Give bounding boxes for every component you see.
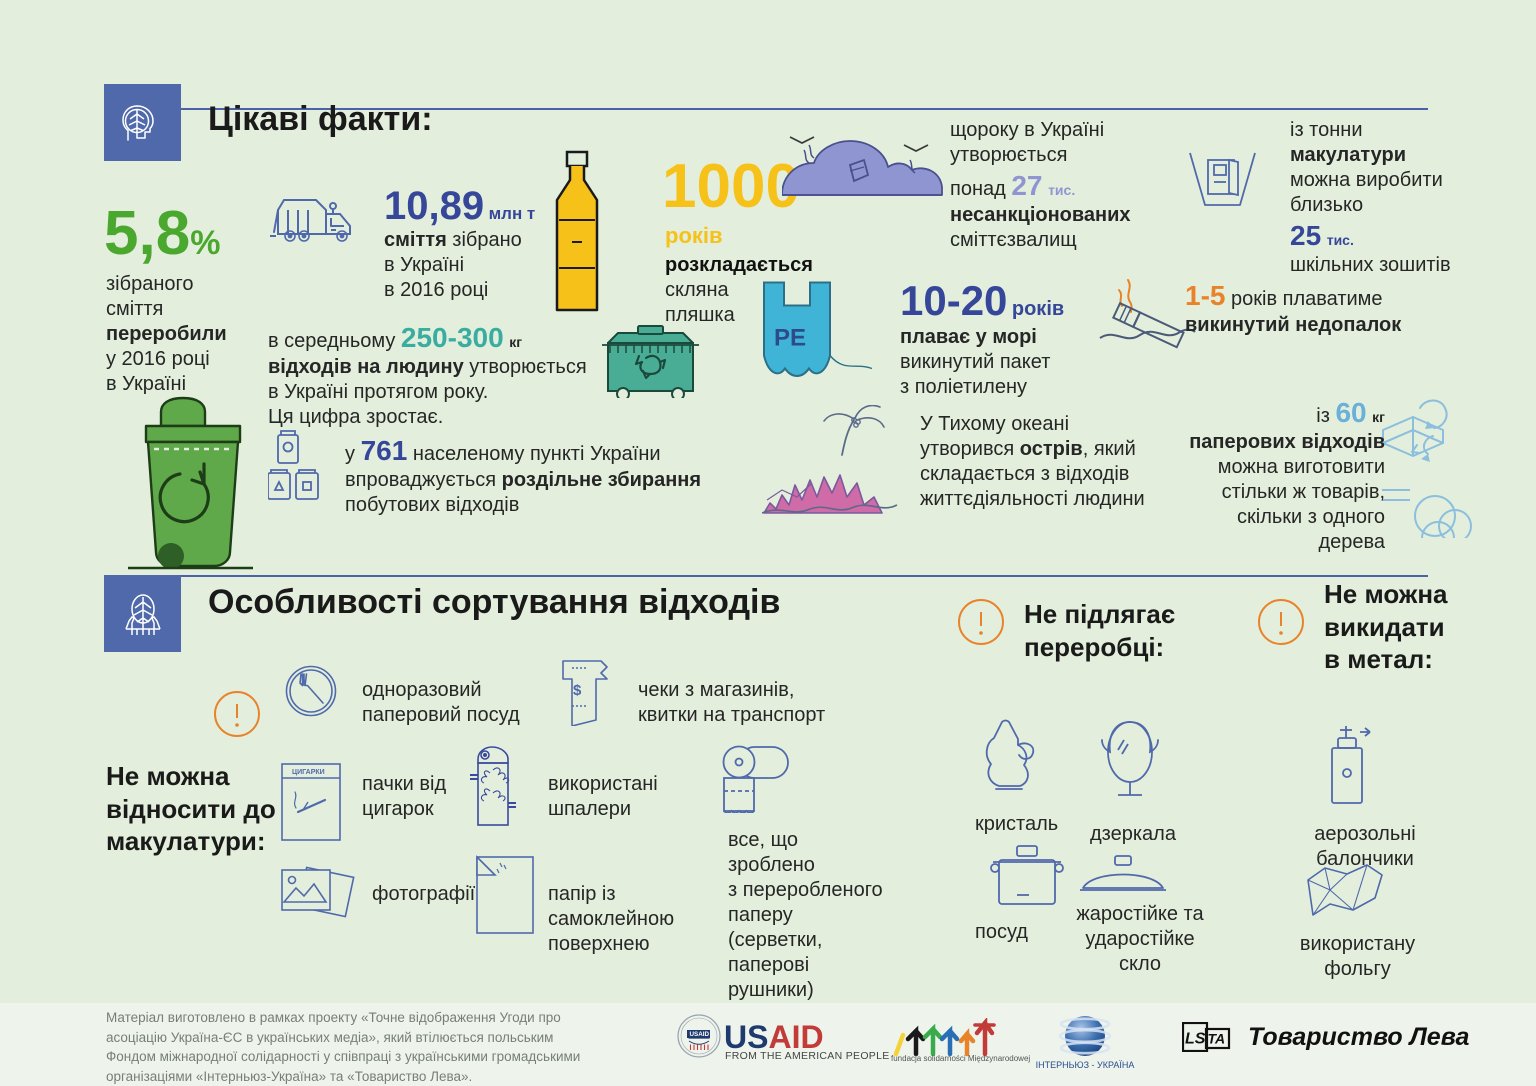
- svg-text:USAID: USAID: [690, 1031, 710, 1038]
- svg-text:$: $: [573, 682, 582, 699]
- svg-text:TA: TA: [1208, 1031, 1226, 1047]
- svg-text:LS: LS: [1185, 1031, 1206, 1048]
- svg-text:ЦИГАРКИ: ЦИГАРКИ: [292, 769, 325, 776]
